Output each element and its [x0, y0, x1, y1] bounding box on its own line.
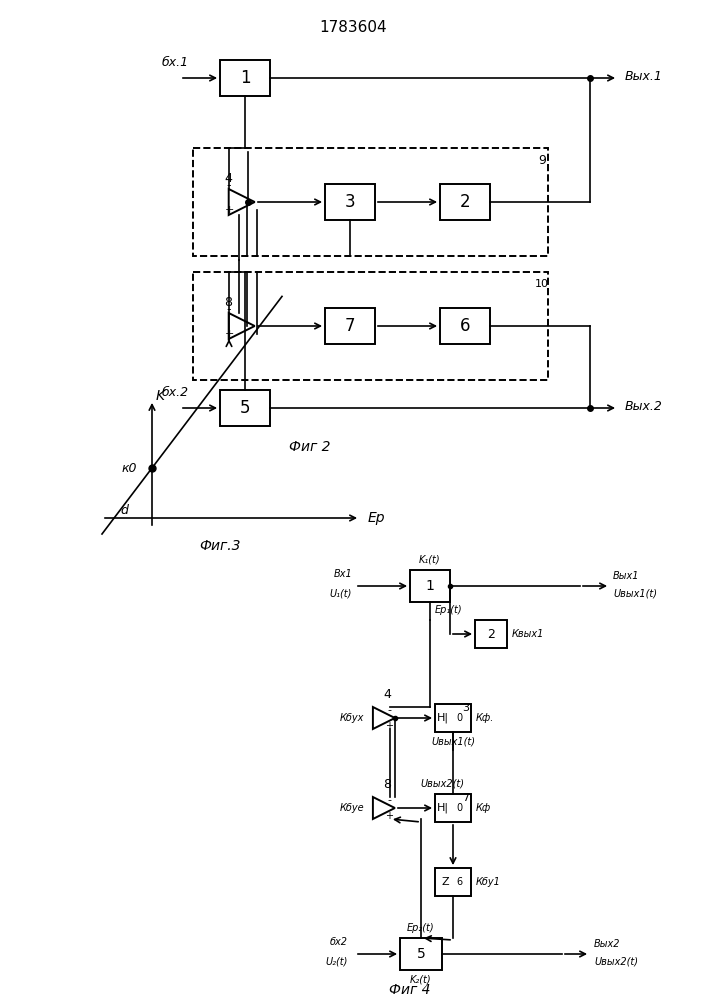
Text: +: +: [385, 811, 393, 821]
Text: 2: 2: [487, 628, 495, 641]
FancyBboxPatch shape: [475, 620, 507, 648]
Text: 5: 5: [240, 399, 250, 417]
Text: 1: 1: [426, 579, 434, 593]
Text: 7: 7: [462, 793, 469, 803]
Text: Вых2: Вых2: [594, 939, 621, 949]
Text: Вых.2: Вых.2: [625, 399, 663, 412]
FancyBboxPatch shape: [220, 390, 270, 426]
Text: 7: 7: [345, 317, 355, 335]
Text: 8: 8: [383, 778, 391, 790]
Text: Фиг 4: Фиг 4: [390, 983, 431, 997]
Text: H|: H|: [437, 713, 449, 723]
Text: Кбу1: Кбу1: [476, 877, 501, 887]
FancyBboxPatch shape: [220, 60, 270, 96]
Text: Кбуе: Кбуе: [340, 803, 365, 813]
Text: 10: 10: [535, 279, 549, 289]
Text: Uвых2(t): Uвых2(t): [594, 957, 638, 967]
Text: 6: 6: [456, 877, 462, 887]
Text: K₁(t): K₁(t): [419, 555, 440, 565]
Text: к0: к0: [122, 462, 137, 475]
Text: 5: 5: [416, 947, 426, 961]
Text: +: +: [224, 205, 234, 215]
Text: Кф.: Кф.: [476, 713, 494, 723]
FancyBboxPatch shape: [400, 938, 442, 970]
Text: -: -: [387, 705, 391, 715]
Text: 4: 4: [383, 688, 391, 700]
FancyBboxPatch shape: [193, 148, 548, 256]
Text: бх2: бх2: [330, 937, 348, 947]
Text: d: d: [120, 504, 128, 516]
FancyBboxPatch shape: [435, 704, 471, 732]
Text: 0: 0: [456, 713, 462, 723]
FancyBboxPatch shape: [325, 184, 375, 220]
FancyBboxPatch shape: [435, 794, 471, 822]
FancyBboxPatch shape: [325, 308, 375, 344]
FancyBboxPatch shape: [410, 570, 450, 602]
Text: Eр₁(t): Eр₁(t): [435, 605, 462, 615]
Text: 3: 3: [462, 703, 469, 713]
Text: U₂(t): U₂(t): [326, 957, 348, 967]
Text: +: +: [385, 721, 393, 731]
Text: бх.2: бх.2: [161, 386, 189, 399]
Text: Eр₂(t): Eр₂(t): [407, 923, 435, 933]
Text: 3: 3: [345, 193, 356, 211]
Text: Z: Z: [441, 877, 449, 887]
Text: 2: 2: [460, 193, 470, 211]
Text: K₂(t): K₂(t): [410, 975, 432, 985]
Text: Фиг.3: Фиг.3: [199, 539, 241, 553]
Text: K: K: [156, 389, 165, 403]
Text: H|: H|: [437, 803, 449, 813]
Text: 8: 8: [224, 296, 232, 308]
Text: Вых1: Вых1: [613, 571, 640, 581]
Text: Квых1: Квых1: [512, 629, 544, 639]
Text: U₁(t): U₁(t): [329, 589, 352, 599]
FancyBboxPatch shape: [440, 308, 490, 344]
Text: Вх1: Вх1: [333, 569, 352, 579]
Text: +: +: [224, 329, 234, 339]
Text: -: -: [227, 180, 231, 192]
Text: 1: 1: [240, 69, 250, 87]
Text: Кбух: Кбух: [340, 713, 364, 723]
Text: Кф: Кф: [476, 803, 491, 813]
Text: -: -: [387, 795, 391, 805]
FancyBboxPatch shape: [440, 184, 490, 220]
Text: Uвых1(t): Uвых1(t): [431, 737, 475, 747]
Text: Фиг 2: Фиг 2: [289, 440, 331, 454]
Text: Uвых1(t): Uвых1(t): [613, 589, 657, 599]
Text: 4: 4: [224, 172, 232, 184]
Text: бх.1: бх.1: [161, 56, 189, 70]
Text: 1783604: 1783604: [319, 20, 387, 35]
FancyBboxPatch shape: [435, 868, 471, 896]
Text: 6: 6: [460, 317, 470, 335]
Text: Вых.1: Вых.1: [625, 70, 663, 83]
Text: Ep: Ep: [368, 511, 385, 525]
Text: 0: 0: [456, 803, 462, 813]
Text: Uвых2(t): Uвых2(t): [420, 779, 464, 789]
Text: 9: 9: [538, 153, 546, 166]
FancyBboxPatch shape: [193, 272, 548, 380]
Text: -: -: [227, 304, 231, 316]
